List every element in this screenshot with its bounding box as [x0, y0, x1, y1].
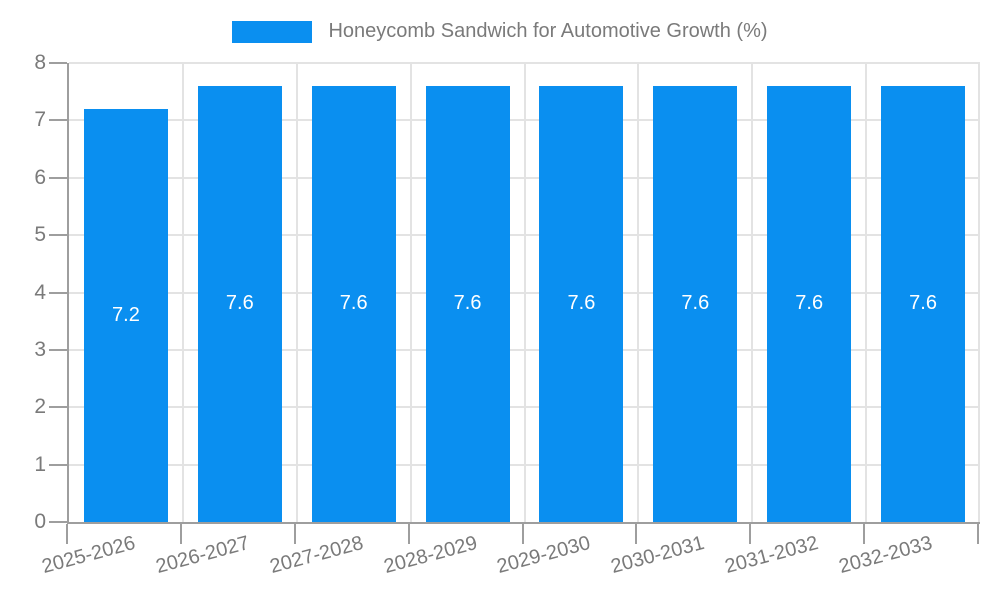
chart-legend: Honeycomb Sandwich for Automotive Growth…: [0, 20, 1000, 43]
y-axis-tick: [49, 176, 67, 179]
y-tick-label: 4: [34, 280, 46, 304]
x-axis-tick: [863, 524, 866, 544]
x-axis-tick: [635, 524, 638, 544]
bar-value-label: 7.6: [453, 292, 482, 315]
gridline-vertical: [523, 63, 526, 522]
x-axis-tick: [293, 524, 296, 544]
gridline-vertical: [751, 63, 754, 522]
bar: 7.6: [653, 85, 738, 522]
bar: 7.6: [881, 85, 966, 522]
gridline-vertical: [181, 63, 184, 522]
bar-value-label: 7.6: [339, 292, 368, 315]
bar-value-label: 7.6: [225, 292, 254, 315]
y-tick-label: 6: [34, 165, 46, 189]
x-axis-tick: [977, 524, 979, 544]
y-tick-label: 0: [34, 510, 46, 533]
y-axis-tick: [49, 521, 67, 523]
gridline-vertical: [409, 63, 412, 522]
legend-swatch: [232, 20, 313, 43]
y-tick-label: 2: [34, 395, 46, 419]
x-axis-tick: [749, 524, 752, 544]
gridline-vertical: [295, 63, 298, 522]
gridline-vertical: [637, 63, 640, 522]
y-tick-label: 8: [34, 51, 46, 74]
bar: 7.6: [197, 85, 282, 522]
chart-title: Honeycomb Sandwich for Automotive Growth…: [328, 20, 768, 42]
x-axis-tick: [66, 524, 68, 544]
bar-value-label: 7.2: [112, 303, 140, 326]
y-axis-tick: [49, 234, 67, 237]
x-axis-tick: [179, 524, 182, 544]
y-tick-label: 3: [34, 337, 46, 361]
y-axis-tick: [49, 291, 67, 294]
y-axis-tick: [49, 62, 67, 64]
x-axis-tick: [521, 524, 524, 544]
gridline-vertical: [978, 63, 980, 522]
bar: 7.6: [539, 85, 624, 522]
bar: 7.2: [83, 108, 168, 522]
bar: 7.6: [425, 85, 510, 522]
gridline-vertical: [865, 63, 868, 522]
bar-value-label: 7.6: [681, 292, 710, 315]
y-tick-label: 5: [34, 223, 46, 247]
y-axis-tick: [49, 463, 67, 466]
y-axis-tick: [49, 406, 67, 409]
x-axis-tick: [407, 524, 410, 544]
y-tick-label: 1: [34, 452, 46, 476]
bar: 7.6: [767, 85, 852, 522]
bar: 7.6: [311, 85, 396, 522]
bar-value-label: 7.6: [909, 292, 937, 315]
plot-area: 7.2 7.6 7.6 7.6 7.6 7.6 7.6 7.6: [67, 62, 980, 524]
y-axis-tick: [49, 348, 67, 351]
bar-value-label: 7.6: [567, 292, 596, 315]
y-axis-tick: [49, 119, 67, 122]
bar-value-label: 7.6: [795, 292, 824, 315]
y-tick-label: 7: [34, 108, 46, 132]
